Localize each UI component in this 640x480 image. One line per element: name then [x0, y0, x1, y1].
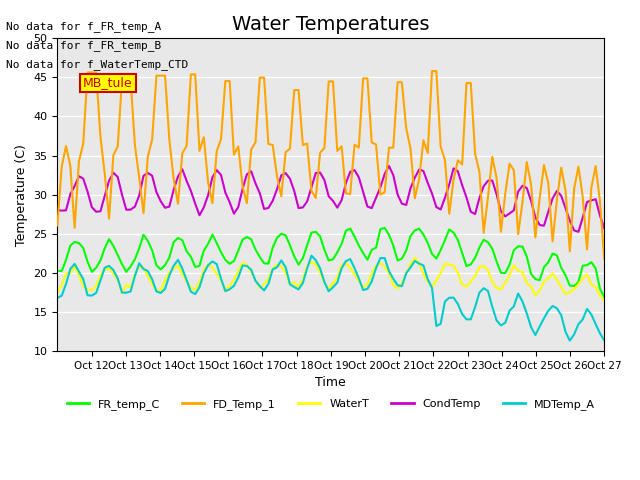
X-axis label: Time: Time: [316, 376, 346, 389]
Text: No data for f_FR_temp_A: No data for f_FR_temp_A: [6, 21, 162, 32]
Legend: FR_temp_C, FD_Temp_1, WaterT, CondTemp, MDTemp_A: FR_temp_C, FD_Temp_1, WaterT, CondTemp, …: [62, 394, 600, 414]
Text: MB_tule: MB_tule: [83, 76, 133, 89]
Text: No data for f_FR_temp_B: No data for f_FR_temp_B: [6, 40, 162, 51]
Text: No data for f_WaterTemp_CTD: No data for f_WaterTemp_CTD: [6, 59, 189, 70]
Title: Water Temperatures: Water Temperatures: [232, 15, 429, 34]
Y-axis label: Temperature (C): Temperature (C): [15, 144, 28, 246]
